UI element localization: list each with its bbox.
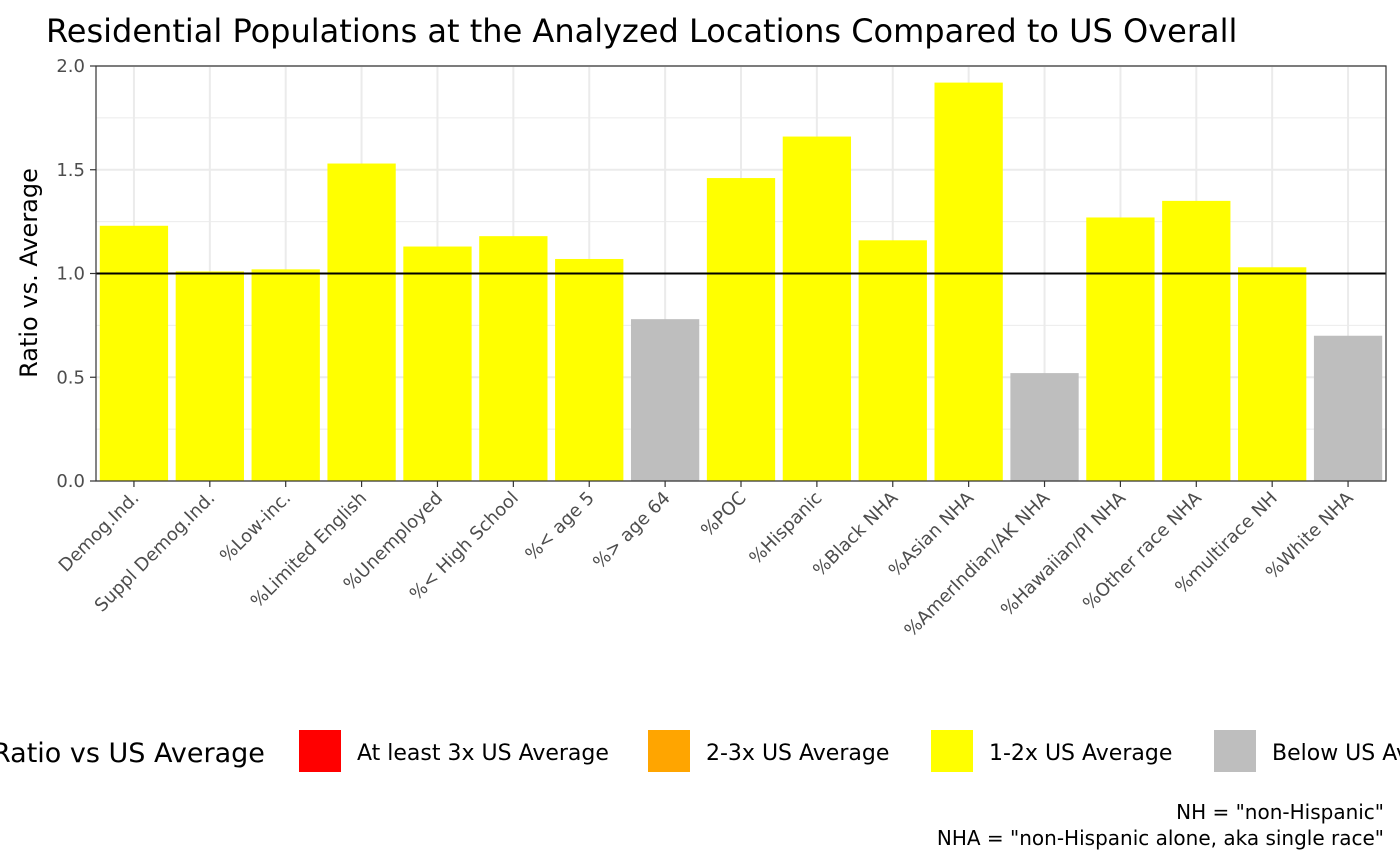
bar — [782, 136, 852, 482]
x-axis: Demog.Ind.Suppl Demog.Ind.%Low-inc.%Limi… — [55, 481, 1358, 641]
legend-label: 1-2x US Average — [989, 741, 1172, 766]
bar — [858, 240, 927, 481]
bar — [706, 178, 776, 482]
legend-swatch — [299, 730, 341, 772]
caption-line-2: NHA = "non-Hispanic alone, aka single ra… — [937, 826, 1384, 850]
y-tick-label: 1.5 — [56, 160, 85, 181]
bar — [934, 82, 1003, 481]
y-axis-title: Ratio vs. Average — [15, 168, 43, 378]
bar — [1238, 267, 1307, 481]
caption: NH = "non-Hispanic" NHA = "non-Hispanic … — [937, 800, 1384, 850]
bar — [1086, 217, 1155, 481]
bar — [403, 246, 472, 481]
legend-label: 2-3x US Average — [706, 741, 889, 766]
legend-label: At least 3x US Average — [357, 741, 609, 766]
bars — [99, 82, 1383, 482]
x-tick-label: %Low-inc. — [216, 488, 295, 567]
legend-label: Below US Average — [1272, 741, 1400, 766]
x-tick-label: %POC — [697, 488, 751, 542]
bar — [1313, 335, 1383, 481]
bar — [251, 269, 320, 481]
x-tick-label: %Hispanic — [745, 488, 826, 569]
legend-swatch — [648, 730, 690, 772]
x-tick-label: %> age 64 — [589, 488, 675, 574]
bar — [630, 319, 700, 481]
chart-title: Residential Populations at the Analyzed … — [46, 12, 1237, 50]
x-tick-label: %< age 5 — [521, 488, 599, 566]
bar — [175, 271, 244, 481]
x-tick-label: %Hawaiian/PI NHA — [997, 487, 1131, 621]
plot-area — [95, 65, 1387, 482]
bar — [1162, 200, 1231, 481]
legend-swatch — [931, 730, 973, 772]
x-tick-label: %AmerIndian/AK NHA — [900, 487, 1054, 641]
y-tick-label: 0.0 — [56, 471, 85, 492]
bar — [327, 163, 396, 481]
y-tick-label: 1.0 — [56, 264, 85, 285]
caption-line-1: NH = "non-Hispanic" — [1176, 800, 1384, 824]
y-axis: 0.0 0.5 1.0 1.5 2.0 — [56, 56, 96, 492]
legend-swatch — [1214, 730, 1256, 772]
bar — [99, 225, 169, 481]
y-tick-label: 2.0 — [56, 56, 85, 77]
y-tick-label: 0.5 — [56, 367, 85, 388]
legend: Ratio vs US Average At least 3x US Avera… — [0, 730, 1400, 772]
bar — [1010, 373, 1079, 481]
bar — [555, 258, 624, 481]
legend-title: Ratio vs US Average — [0, 738, 265, 769]
bar — [479, 236, 548, 481]
